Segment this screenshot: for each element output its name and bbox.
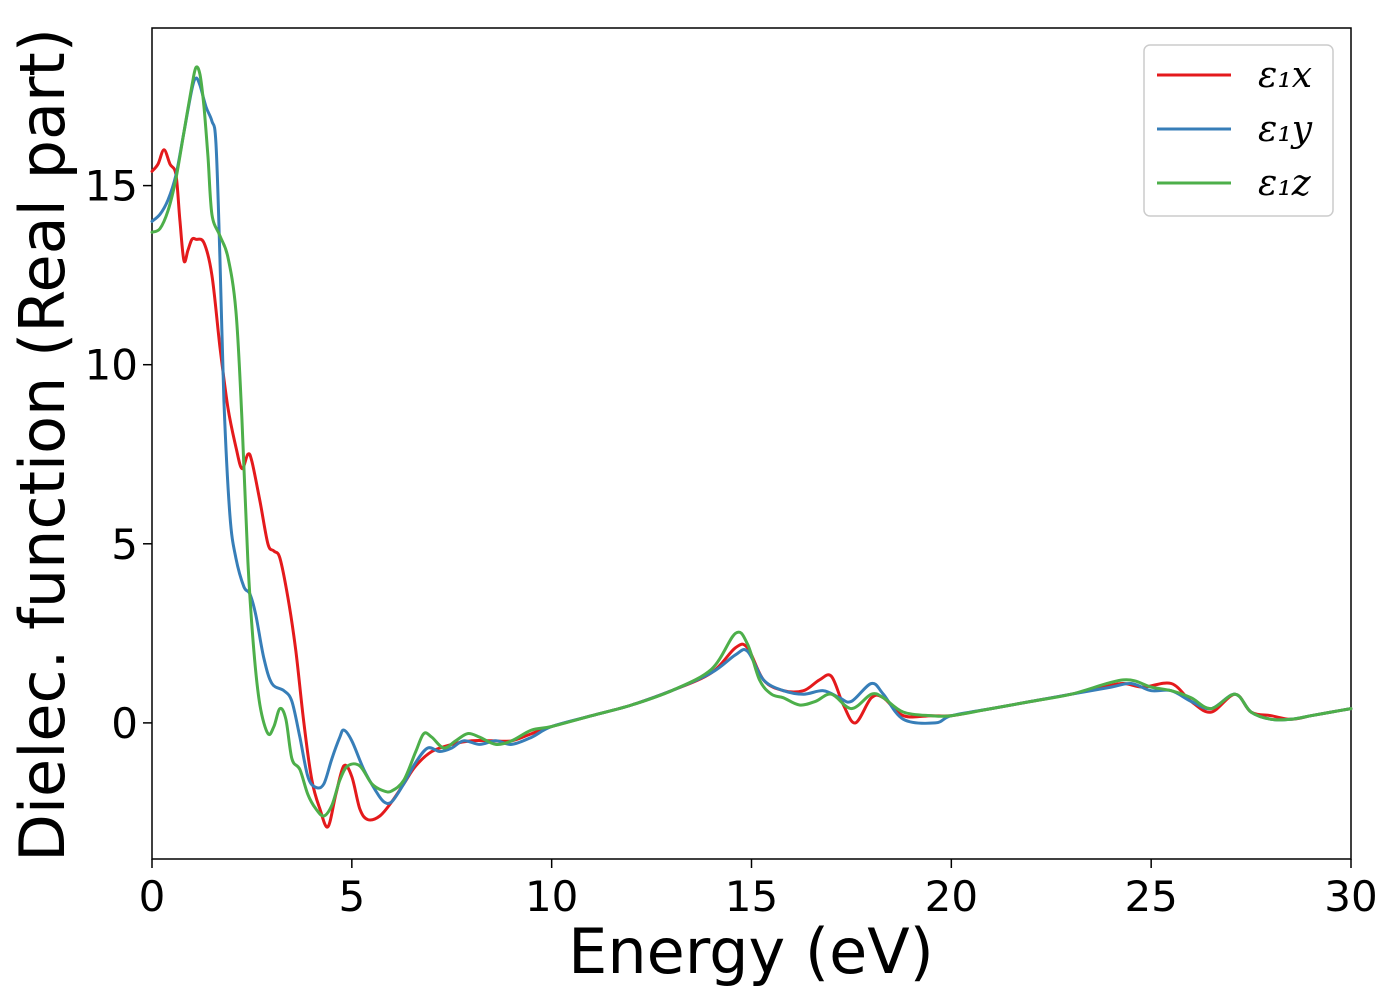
x-axis-ticks: 0 5 10 15 20 25 30: [139, 859, 1378, 921]
x-tick-label: 25: [1124, 872, 1177, 921]
x-tick-label: 5: [338, 872, 365, 921]
legend-label: ε₁x: [1258, 55, 1312, 96]
series-layer: [150, 65, 1353, 829]
legend: ε₁x ε₁y ε₁z: [1143, 44, 1334, 217]
y-axis-ticks: 0 5 10 15: [85, 162, 152, 748]
x-tick-label: 20: [925, 872, 978, 921]
legend-label: ε₁y: [1258, 109, 1313, 150]
legend-label: ε₁z: [1258, 163, 1312, 204]
y-tick-label: 0: [111, 699, 138, 748]
x-tick-label: 0: [139, 872, 166, 921]
legend-box: [1143, 44, 1334, 217]
y-tick-label: 5: [111, 520, 138, 569]
series-line-3: [150, 65, 1353, 818]
x-tick-label: 30: [1324, 872, 1377, 921]
y-tick-label: 15: [85, 162, 138, 211]
x-tick-label: 15: [725, 872, 778, 921]
x-tick-label: 10: [525, 872, 578, 921]
y-axis-label: Dielec. function (Real part): [6, 28, 79, 862]
y-tick-label: 10: [85, 341, 138, 390]
x-axis-label: Energy (eV): [568, 915, 934, 988]
